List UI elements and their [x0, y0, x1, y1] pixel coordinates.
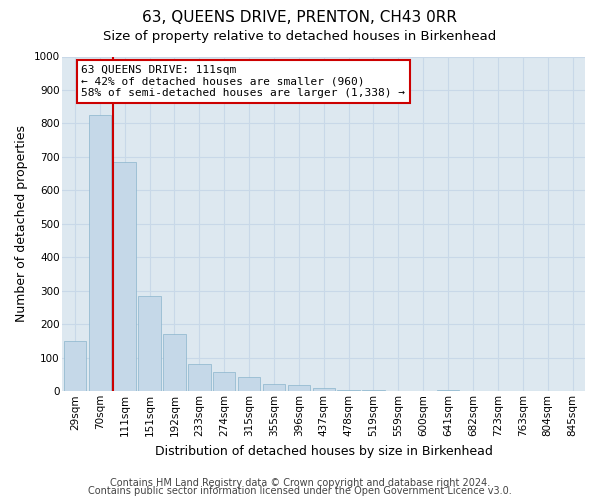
Bar [89, 115, 111, 392]
Bar [337, 390, 360, 392]
Text: Size of property relative to detached houses in Birkenhead: Size of property relative to detached ho… [103, 30, 497, 43]
Bar [163, 334, 185, 392]
Text: Contains public sector information licensed under the Open Government Licence v3: Contains public sector information licen… [88, 486, 512, 496]
Bar [362, 390, 385, 392]
X-axis label: Distribution of detached houses by size in Birkenhead: Distribution of detached houses by size … [155, 444, 493, 458]
Bar [263, 384, 285, 392]
Text: Contains HM Land Registry data © Crown copyright and database right 2024.: Contains HM Land Registry data © Crown c… [110, 478, 490, 488]
Text: 63, QUEENS DRIVE, PRENTON, CH43 0RR: 63, QUEENS DRIVE, PRENTON, CH43 0RR [143, 10, 458, 25]
Bar [313, 388, 335, 392]
Bar [287, 385, 310, 392]
Bar [113, 162, 136, 392]
Text: 63 QUEENS DRIVE: 111sqm
← 42% of detached houses are smaller (960)
58% of semi-d: 63 QUEENS DRIVE: 111sqm ← 42% of detache… [81, 65, 405, 98]
Bar [238, 377, 260, 392]
Bar [188, 364, 211, 392]
Bar [437, 390, 460, 392]
Bar [139, 296, 161, 392]
Y-axis label: Number of detached properties: Number of detached properties [15, 126, 28, 322]
Bar [64, 341, 86, 392]
Bar [213, 372, 235, 392]
